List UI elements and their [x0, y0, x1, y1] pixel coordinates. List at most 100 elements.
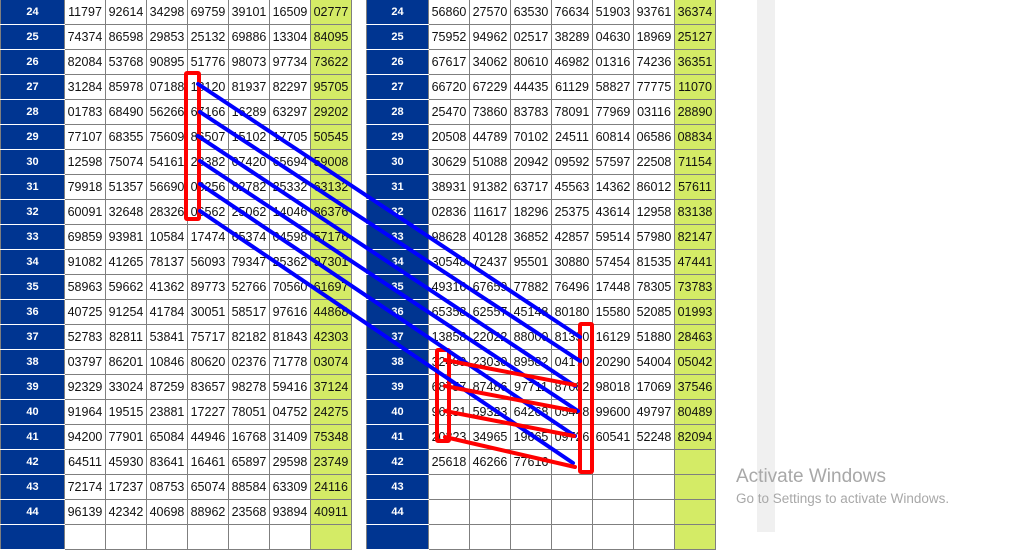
number-cell: 81535 [633, 249, 675, 275]
row-number: 24 [366, 0, 429, 25]
number-cell: 74374 [64, 24, 106, 50]
number-cell: 58963 [64, 274, 106, 300]
number-cell: 93981 [105, 224, 147, 250]
vertical-scrollbar[interactable] [757, 0, 775, 532]
number-cell: 43614 [592, 199, 634, 225]
number-cell: 70102 [510, 124, 552, 150]
left-highlight-box [184, 71, 201, 221]
result-cell: 36374 [674, 0, 716, 25]
number-cell: 25470 [428, 99, 470, 125]
number-cell: 86598 [105, 24, 147, 50]
result-cell: 42303 [310, 324, 352, 350]
number-cell: 54004 [633, 349, 675, 375]
table-row: 38 03797 86201 10846 80620 02376 71778 03074 [0, 349, 352, 375]
number-cell: 75074 [105, 149, 147, 175]
number-cell: 57454 [592, 249, 634, 275]
table-row: 40 91964 19515 23881 17227 78051 04752 24275 [0, 399, 352, 425]
result-cell: 86376 [310, 199, 352, 225]
number-cell: 44435 [510, 74, 552, 100]
table-row: 36 40725 91254 41784 30051 58517 97616 44868 [0, 299, 352, 325]
number-cell: 88962 [187, 499, 229, 525]
number-cell: 25132 [187, 24, 229, 50]
number-cell: 70560 [269, 274, 311, 300]
number-cell: 81843 [269, 324, 311, 350]
table-row: 43 72174 17237 08753 65074 88584 63309 24116 [0, 474, 352, 500]
row-number: 32 [0, 199, 65, 225]
row-number: 25 [0, 24, 65, 50]
number-cell: 44789 [469, 124, 511, 150]
number-cell: 22508 [633, 149, 675, 175]
number-cell: 02517 [510, 24, 552, 50]
number-cell: 64511 [64, 449, 106, 475]
table-row: 32 60091 32648 28326 06562 25062 14046 86376 [0, 199, 352, 225]
activate-windows-title: Activate Windows [736, 466, 886, 487]
number-cell: 80620 [187, 349, 229, 375]
number-cell [428, 474, 470, 500]
number-cell: 76634 [551, 0, 593, 25]
result-cell: 61697 [310, 274, 352, 300]
row-number: 41 [0, 424, 65, 450]
table-row: 43 [366, 474, 716, 500]
number-cell: 33024 [105, 374, 147, 400]
number-cell: 72437 [469, 249, 511, 275]
result-cell: 08834 [674, 124, 716, 150]
number-cell: 20508 [428, 124, 470, 150]
number-cell: 06562 [187, 199, 229, 225]
blue-connector-line [198, 209, 575, 465]
row-number: 39 [366, 374, 429, 400]
number-cell: 78305 [633, 274, 675, 300]
number-cell: 89773 [187, 274, 229, 300]
number-cell: 19515 [105, 399, 147, 425]
number-cell: 91082 [64, 249, 106, 275]
number-cell: 82811 [105, 324, 147, 350]
table-row: 24 56860 27570 63530 76634 51903 93761 36374 [366, 0, 716, 25]
result-cell: 03074 [310, 349, 352, 375]
table-row: 44 96139 42342 40698 88962 23568 93894 40911 [0, 499, 352, 525]
number-cell: 68355 [105, 124, 147, 150]
number-cell: 04752 [269, 399, 311, 425]
number-cell: 28326 [146, 199, 188, 225]
number-cell: 53841 [146, 324, 188, 350]
lower-left-highlight-box [435, 348, 451, 443]
table-row: 24 11797 92614 34298 69759 39101 16509 02777 [0, 0, 352, 25]
number-cell: 14362 [592, 174, 634, 200]
result-cell: 37546 [674, 374, 716, 400]
number-cell [551, 499, 593, 525]
table-row: 41 94200 77901 65084 44946 16768 31409 75348 [0, 424, 352, 450]
number-cell: 03116 [633, 99, 675, 125]
number-cell: 57980 [633, 224, 675, 250]
table-row: 44 [366, 499, 716, 525]
number-cell: 16461 [187, 449, 229, 475]
result-cell: 11070 [674, 74, 716, 100]
number-cell: 45563 [551, 174, 593, 200]
row-number: 35 [0, 274, 65, 300]
number-cell: 92614 [105, 0, 147, 25]
number-cell: 65074 [187, 474, 229, 500]
blue-connector-line [198, 159, 580, 413]
number-cell: 08753 [146, 474, 188, 500]
number-cell [551, 474, 593, 500]
table-row: 34 91082 41265 78137 56093 79347 25362 97301 [0, 249, 352, 275]
number-cell: 03797 [64, 349, 106, 375]
row-number: 24 [0, 0, 65, 25]
number-cell: 06586 [633, 124, 675, 150]
number-cell: 51903 [592, 0, 634, 25]
number-cell: 77969 [592, 99, 634, 125]
row-number: 29 [366, 124, 429, 150]
number-cell: 41784 [146, 299, 188, 325]
number-cell: 69759 [187, 0, 229, 25]
result-cell: 75348 [310, 424, 352, 450]
number-cell: 63717 [510, 174, 552, 200]
red-connector-line [443, 384, 577, 413]
row-number: 27 [0, 74, 65, 100]
number-cell [510, 499, 552, 525]
number-cell: 60091 [64, 199, 106, 225]
row-number: 42 [366, 449, 429, 475]
number-cell: 56266 [146, 99, 188, 125]
number-cell: 98018 [592, 374, 634, 400]
number-cell: 61129 [551, 74, 593, 100]
number-cell: 56093 [187, 249, 229, 275]
number-cell: 30629 [428, 149, 470, 175]
number-cell: 98278 [228, 374, 270, 400]
number-cell: 30051 [187, 299, 229, 325]
